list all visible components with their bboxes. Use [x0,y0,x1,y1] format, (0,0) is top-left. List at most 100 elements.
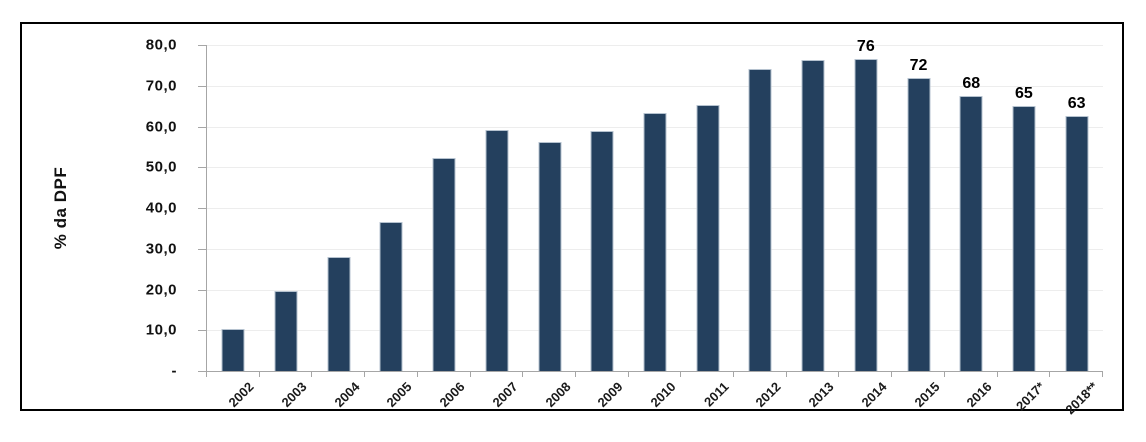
x-label-2017*: 2017* [1012,379,1048,414]
x-label-2014: 2014 [858,379,890,411]
x-label-2005: 2005 [384,379,416,411]
bar-slot-2014: 76 [839,38,892,371]
x-tick-mark [1049,372,1051,377]
y-tick-mark [198,248,206,250]
y-tick-mark [198,208,206,209]
bar-2009 [590,131,614,371]
y-tick-label: 70,0 [145,77,177,95]
y-tick-mark [198,330,206,332]
bar-2013 [801,60,825,371]
bar-2003 [274,290,298,371]
x-label-2009: 2009 [594,379,626,411]
x-tick-mark [785,372,787,377]
x-tick-mark [680,372,682,377]
bar-slot-2006 [418,45,471,371]
bar-2002 [221,328,245,371]
y-tick-mark [198,167,206,169]
y-tick-label: 60,0 [145,118,177,135]
x-label-2004: 2004 [331,379,363,411]
x-tick-mark [364,372,366,377]
bar-value-label-2018**: 63 [1067,94,1086,112]
x-label-2007: 2007 [489,379,521,411]
x-axis-tick-marks [206,372,1103,378]
x-tick-mark [838,372,840,377]
bar-value-label-2016: 68 [962,74,981,92]
bar-slot-2013 [787,45,840,371]
bar-slot-2011 [681,45,734,371]
y-tick-label: 30,0 [145,240,177,258]
y-tick-label: 40,0 [145,199,177,217]
x-label-2016: 2016 [963,379,995,411]
x-tick-mark [1102,372,1103,377]
plot-area: 76 72 68 65 63 [206,38,1103,372]
bar-slot-2016: 68 [945,45,998,371]
x-label-2003: 2003 [278,379,310,411]
y-tick-mark [198,45,206,46]
bar-value-label-2017*: 65 [1015,85,1033,103]
bar-slot-2004 [312,45,365,371]
x-tick-mark [733,372,735,377]
x-tick-mark [627,372,629,377]
x-tick-mark [416,372,418,377]
y-tick-label: 80,0 [145,36,177,54]
bar-2012 [748,69,772,371]
bar-slot-2009 [576,45,629,371]
bar-2005 [379,222,403,371]
x-tick-mark [469,372,471,377]
x-label-2012: 2012 [752,379,785,411]
x-axis-labels: 2002 2003 2004 2005 2006 2007 2008 2009 2010 2011… [206,372,1102,417]
y-tick-mark [198,126,206,128]
x-label-2006: 2006 [436,379,468,411]
bar-2018** [1065,115,1089,371]
bar-slot-2007 [471,45,524,371]
y-axis-tick-marks [198,45,206,372]
x-label-2013: 2013 [805,379,837,411]
x-tick-mark [574,372,576,377]
x-label-2011: 2011 [700,379,732,410]
bar-2010 [643,113,667,371]
y-tick-label: 20,0 [145,281,177,298]
bar-slot-2002 [207,45,260,371]
y-tick-mark [198,289,206,291]
bar-2016 [959,95,983,371]
figure-border: % da DPF 80,0 70,0 60,0 50,0 40,0 30,0 20,0 10,… [20,22,1124,417]
bar-2006 [432,157,456,371]
bar-2015 [907,77,931,371]
gridline-70 [207,85,1103,87]
bar-slot-2003 [260,45,313,371]
bar-2007 [485,130,509,371]
x-label-2018**: 2018** [1062,379,1101,418]
gridline-80 [207,45,1103,46]
bar-slot-2005 [365,45,418,371]
bar-slot-2015: 72 [892,45,945,371]
x-tick-mark [522,372,524,377]
y-tick-label: 50,0 [145,158,177,176]
y-tick-mark [198,371,206,372]
bar-slot-2012 [734,45,787,371]
x-tick-mark [996,372,998,377]
x-tick-mark [943,372,945,377]
bar-2011 [696,104,720,371]
x-tick-mark [891,372,893,377]
bar-value-label-2014: 76 [856,38,875,56]
x-label-2008: 2008 [542,379,574,411]
x-tick-mark [311,372,313,377]
bar-value-label-2015: 72 [909,56,928,74]
y-tick-mark [198,85,206,87]
x-label-2015: 2015 [911,379,943,411]
y-tick-label: 10,0 [145,321,177,339]
bar-2017* [1012,106,1036,371]
bar-slot-2018**: 63 [1050,45,1103,371]
x-label-2010: 2010 [647,379,679,411]
bar-slot-2010 [629,45,682,371]
bar-slot-2008 [523,45,576,371]
bar-2004 [327,257,351,371]
x-tick-mark [258,372,260,377]
bar-2008 [538,141,562,371]
x-label-2002: 2002 [225,379,257,411]
y-axis-tick-labels: 80,0 70,0 60,0 50,0 40,0 30,0 20,0 10,0 - [22,37,177,380]
bar-2014 [854,59,878,371]
bar-slot-2017*: 65 [998,45,1051,371]
y-tick-label: - [171,362,177,380]
